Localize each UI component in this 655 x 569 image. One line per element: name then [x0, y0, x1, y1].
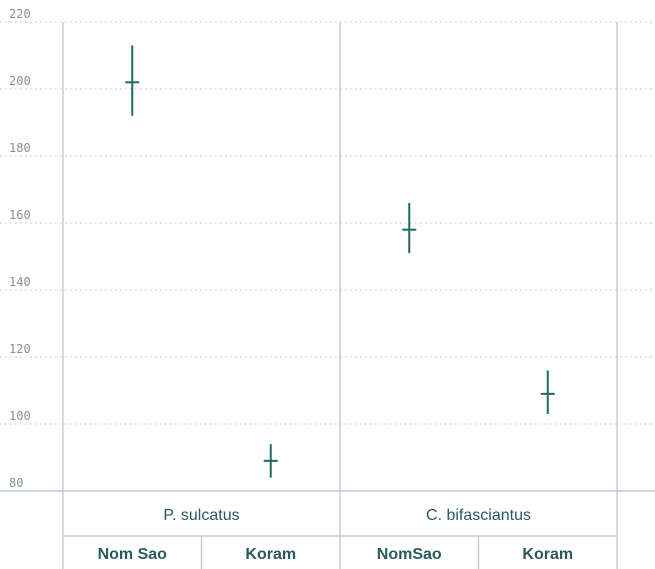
- category-label: NomSao: [377, 546, 442, 563]
- category-label: Koram: [245, 546, 296, 563]
- category-label: Koram: [522, 546, 573, 563]
- group-label: P. sulcatus: [163, 507, 239, 524]
- error-bar-point: [263, 444, 278, 478]
- y-axis-ticks: 80 100 120 140 160 180 200 220: [9, 7, 31, 490]
- error-bar-point: [402, 202, 417, 254]
- y-tick-label: 100: [9, 409, 31, 423]
- y-tick-label: 180: [9, 141, 31, 155]
- y-tick-label: 80: [9, 476, 23, 490]
- y-tick-label: 140: [9, 275, 31, 289]
- y-tick-label: 220: [9, 7, 31, 21]
- y-tick-label: 120: [9, 342, 31, 356]
- category-label: Nom Sao: [98, 546, 168, 563]
- group-label: C. bifasciantus: [426, 507, 531, 524]
- y-tick-label: 200: [9, 74, 31, 88]
- error-bar-markers: [125, 45, 555, 478]
- y-tick-label: 160: [9, 208, 31, 222]
- error-bar-point: [540, 370, 555, 414]
- category-labels: P. sulcatus Nom Sao Koram C. bifasciantus No…: [98, 507, 574, 563]
- error-bar-point: [125, 45, 140, 116]
- panel-frame: [0, 22, 655, 569]
- grid-layer: [0, 21, 655, 425]
